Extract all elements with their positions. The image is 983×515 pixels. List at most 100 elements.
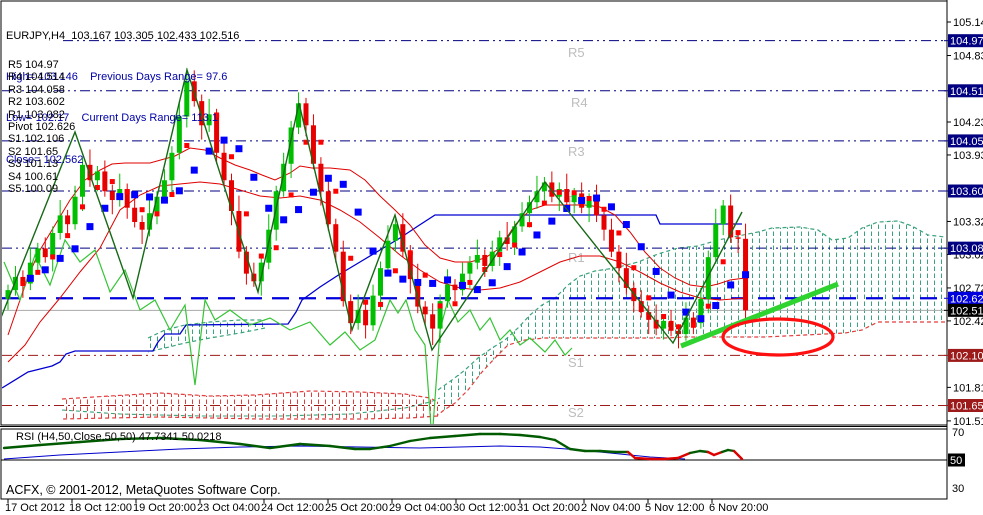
ma-dot-red — [527, 222, 532, 228]
time-axis-label: 6 Nov 20:00 — [709, 502, 768, 514]
time-axis-label: 30 Oct 12:00 — [453, 502, 516, 514]
zigzag-line — [2, 67, 743, 352]
ma-dot-red — [35, 269, 41, 275]
ma-dot-red — [169, 192, 175, 198]
ma-dot-blue — [131, 191, 139, 199]
ma-dot-red — [94, 184, 100, 190]
candle-body — [296, 103, 302, 128]
price-axis-label: 104.835 — [953, 51, 983, 63]
ma-dot-red — [184, 143, 190, 149]
ma-dot-red — [720, 259, 726, 265]
rsi-main-line — [663, 456, 680, 461]
ma-dot-blue — [190, 166, 198, 174]
rsi-indicator-label: RSI (H4,50,Close,50,50) 47.7341 50.0218 — [16, 431, 222, 443]
candle-body — [437, 301, 443, 329]
candle-body — [57, 215, 63, 233]
ma-dot-blue — [41, 266, 49, 274]
candle-body — [109, 191, 115, 201]
candle-body — [683, 317, 689, 335]
ma-dot-blue — [414, 278, 422, 286]
ichimoku-cloud-small-span-b — [147, 327, 266, 353]
ma-dot-red — [646, 295, 652, 301]
candle-body — [534, 191, 540, 203]
kijun-blue-line — [2, 214, 742, 389]
level-tag-s1: S1 — [568, 355, 584, 370]
price-axis-highlight — [948, 241, 983, 255]
ichimoku-cloud-small-fill — [148, 320, 265, 352]
rsi-main-line — [158, 436, 202, 442]
ma-dot-red — [50, 254, 56, 260]
price-axis-highlight — [948, 291, 983, 305]
rsi-main-line — [736, 453, 744, 461]
candle-body — [497, 237, 503, 252]
ichimoku-cloud-bearish-fill — [62, 391, 438, 419]
candle-body — [705, 257, 711, 299]
time-axis-label: 17 Oct 2012 — [5, 502, 65, 514]
rsi-axis-highlight — [948, 453, 965, 467]
candle-body — [65, 215, 71, 225]
price-axis-highlight-label: 102.626 — [950, 293, 983, 305]
candle-body — [102, 171, 108, 192]
pivot-level-label: S5 100.09 — [8, 183, 59, 196]
time-axis-label: 19 Oct 20:00 — [133, 502, 196, 514]
candle-body — [445, 284, 451, 302]
candle-body — [363, 309, 369, 326]
rsi-main-line — [553, 438, 572, 451]
rsi-main-line — [368, 444, 392, 451]
pivot-level-label: R5 104.97 — [8, 59, 59, 71]
ma-dot-blue — [473, 286, 481, 294]
pivot-levels-list: R5 104.97 R4 104.514 R3 104.058 R2 103.602 R… — [8, 59, 75, 195]
ma-dot-blue — [56, 254, 64, 262]
candle-body — [713, 224, 719, 258]
rsi-main-line — [2, 443, 42, 450]
price-axis-label: 104.230 — [953, 117, 983, 129]
trendline-object[interactable] — [680, 281, 839, 349]
ichimoku-cloud-bullish-span-a — [437, 220, 946, 391]
candle-body — [370, 295, 376, 326]
price-axis-highlight-label: 103.082 — [950, 243, 983, 255]
chart-comment-block: EURJPY,H4 103.167 103.305 102.433 102.51… — [6, 2, 239, 195]
ma-dot-blue — [488, 279, 496, 287]
candle-body — [668, 320, 674, 331]
candle-body — [661, 320, 667, 329]
candle-body — [258, 262, 264, 282]
time-axis-label: 5 Nov 12:00 — [645, 502, 704, 514]
rsi-main-line — [676, 451, 692, 460]
rsi-main-line — [538, 435, 557, 442]
ma-dot-red — [586, 195, 592, 201]
ma-dot-blue — [175, 187, 183, 195]
ma-dot-blue — [429, 279, 437, 287]
close-line: Close= 102.562 — [6, 153, 84, 166]
rsi-main-line — [712, 450, 724, 457]
rsi-main-line — [78, 437, 122, 444]
candle-body — [303, 103, 309, 126]
time-axis-label: 23 Oct 04:00 — [197, 502, 260, 514]
square-dot-mas — [20, 112, 750, 330]
ma-dot-red — [437, 303, 443, 309]
ma-dot-red — [348, 255, 354, 261]
candle-body — [176, 116, 182, 153]
candle-body — [467, 262, 473, 274]
ma-dot-blue — [384, 269, 392, 277]
ichimoku-cloud-bearish-span-b — [61, 415, 439, 420]
copyright-text: ACFX, © 2001-2012, MetaQuotes Software C… — [6, 483, 281, 497]
price-axis-highlight — [948, 134, 983, 148]
ma-dot-red — [243, 211, 249, 217]
candle-body — [594, 200, 600, 216]
rsi-main-line — [688, 449, 702, 455]
ellipse-object[interactable] — [721, 317, 835, 357]
time-axis-label: 18 Oct 12:00 — [69, 502, 132, 514]
candle-body — [94, 171, 100, 181]
ichimoku-cloud-bullish-span-b — [437, 321, 945, 416]
ma-dot-blue — [280, 216, 288, 224]
high-range-line: High= 103.146 Previous Days Range= 97.6 — [6, 70, 228, 83]
candle-body — [378, 268, 383, 296]
candle-body — [474, 254, 480, 263]
candle-body — [184, 81, 190, 117]
candle-body — [333, 224, 339, 252]
price-axis-label: 105.140 — [953, 17, 983, 29]
candle-body — [415, 279, 421, 307]
ma-dot-blue — [518, 248, 526, 256]
candle-body — [571, 193, 577, 203]
